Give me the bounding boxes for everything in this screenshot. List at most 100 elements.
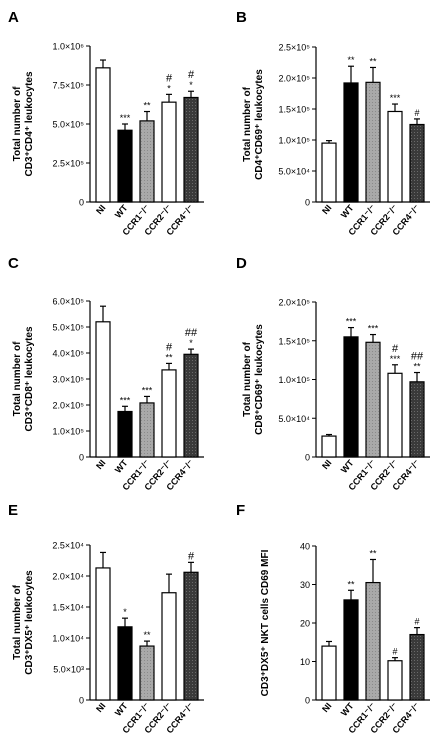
bar-ccr4 xyxy=(183,96,199,203)
bar-ccr1 xyxy=(139,402,155,458)
y-tick-label: 2.5×10⁵ xyxy=(52,159,84,169)
y-tick-label: 5.0×10⁴ xyxy=(278,414,310,424)
bar-ccr2 xyxy=(387,110,403,203)
error-bar-ni xyxy=(100,551,106,568)
y-tick-label: 1.0×10⁴ xyxy=(52,634,84,644)
panel-letter-b: B xyxy=(236,9,247,26)
significance-star: *** xyxy=(120,113,131,123)
y-tick-label: 1.0×10⁵ xyxy=(278,375,310,385)
bar-ccr4 xyxy=(409,381,425,458)
error-bar-ccr4 xyxy=(414,118,420,125)
y-tick-label: 1.0×10⁵ xyxy=(52,427,84,437)
y-tick-label: 5.0×10⁴ xyxy=(278,167,310,177)
y-tick-label: 2.5×10⁵ xyxy=(278,43,310,53)
significance-star: *** xyxy=(390,354,401,364)
error-bar-ni xyxy=(100,305,106,322)
significance-star: # xyxy=(414,617,419,627)
y-tick-label: 0 xyxy=(305,696,310,706)
bar-ccr4 xyxy=(183,353,199,458)
y-tick-label: 10 xyxy=(300,657,310,667)
y-tick-label: 5.0×10³ xyxy=(53,665,84,675)
significance-star: # xyxy=(414,108,419,118)
significance-hash: # xyxy=(166,341,173,353)
bar-wt xyxy=(343,336,359,458)
bar-ccr2 xyxy=(161,592,177,701)
y-tick-label: 0 xyxy=(79,453,84,463)
y-tick-label: 30 xyxy=(300,580,310,590)
bar-ccr4 xyxy=(183,571,199,701)
significance-star: ** xyxy=(347,579,355,589)
bar-ni xyxy=(321,435,337,458)
y-tick-label: 0 xyxy=(305,198,310,208)
y-axis-label-line: CD4⁺CD69⁺ leukocytes xyxy=(254,69,265,180)
bar-ni xyxy=(321,142,337,203)
y-tick-label: 2.0×10⁵ xyxy=(278,74,310,84)
error-bar-ccr2 xyxy=(166,573,172,593)
bar-ccr1 xyxy=(365,81,381,203)
panel-letter-e: E xyxy=(8,502,18,519)
y-tick-label: 40 xyxy=(300,542,310,552)
error-bar-wt xyxy=(348,326,354,337)
significance-star: ** xyxy=(413,362,421,372)
significance-star: * xyxy=(189,338,193,348)
y-tick-label: 4.0×10⁵ xyxy=(52,349,84,359)
bar-ccr1 xyxy=(365,341,381,458)
category-label-ni: NI xyxy=(320,701,333,714)
significance-star: ** xyxy=(143,630,151,640)
y-tick-label: 5.0×10⁵ xyxy=(52,323,84,333)
error-bar-ccr2 xyxy=(166,362,172,370)
panel-letter-f: F xyxy=(236,502,245,519)
y-tick-label: 1.0×10⁵ xyxy=(278,136,310,146)
bar-ccr1 xyxy=(365,581,381,701)
significance-star: ** xyxy=(165,352,173,362)
y-axis-label-line: CD8⁺CD69⁺ leukocytes xyxy=(254,324,265,435)
significance-hash: ## xyxy=(411,351,424,363)
bar-ccr1 xyxy=(139,120,155,203)
category-label-wt: WT xyxy=(339,202,356,220)
significance-star: ** xyxy=(143,101,151,111)
category-label-wt: WT xyxy=(113,457,130,475)
error-bar-wt xyxy=(348,65,354,83)
error-bar-ccr4 xyxy=(414,371,420,382)
category-label-wt: WT xyxy=(113,700,130,718)
y-tick-label: 1.5×10⁵ xyxy=(278,105,310,115)
bar-ccr2 xyxy=(161,369,177,458)
significance-star: *** xyxy=(346,317,357,327)
significance-star: *** xyxy=(390,93,401,103)
y-tick-label: 3.0×10⁵ xyxy=(52,375,84,385)
significance-hash: ## xyxy=(185,327,198,339)
bar-wt xyxy=(117,410,133,458)
bar-wt xyxy=(343,82,359,203)
bar-wt xyxy=(117,626,133,701)
error-bar-ccr2 xyxy=(392,103,398,112)
significance-star: ** xyxy=(369,548,377,558)
error-bar-wt xyxy=(122,123,128,131)
error-bar-ccr2 xyxy=(166,93,172,103)
error-bar-wt xyxy=(348,589,354,600)
error-bar-ccr2 xyxy=(392,657,398,661)
y-tick-label: 2.0×10⁵ xyxy=(278,298,310,308)
panel-letter-a: A xyxy=(8,9,19,26)
y-tick-label: 0 xyxy=(79,198,84,208)
error-bar-ccr1 xyxy=(144,110,150,121)
y-axis-label-line: Total number of xyxy=(12,86,23,161)
y-axis-label-line: CD3⁺DX5⁺ leukocytes xyxy=(24,570,35,675)
panel-e: E Total number of CD3⁺DX5⁺ leukocytes 0 5.0×… xyxy=(8,502,204,735)
panel-d: D Total number of CD8⁺CD69⁺ leukocytes 0 5.0… xyxy=(236,255,430,492)
significance-star: *** xyxy=(368,324,379,334)
error-bar-ni xyxy=(326,640,332,647)
error-bar-ccr4 xyxy=(188,348,194,355)
y-tick-label: 1.5×10⁵ xyxy=(278,336,310,346)
bar-ccr2 xyxy=(387,660,403,701)
error-bar-ccr1 xyxy=(144,640,150,647)
category-label-wt: WT xyxy=(339,457,356,475)
panel-c: C Total number of CD3⁺CD8⁺ leukocytes 0 1.0×… xyxy=(8,255,204,492)
y-tick-label: 2.0×10⁴ xyxy=(52,572,84,582)
category-label-ni: NI xyxy=(320,203,333,216)
significance-hash: # xyxy=(188,69,195,81)
significance-star: * xyxy=(167,83,171,93)
error-bar-ccr4 xyxy=(414,627,420,635)
y-tick-label: 1.5×10⁴ xyxy=(52,603,84,613)
bar-ni xyxy=(95,67,111,203)
